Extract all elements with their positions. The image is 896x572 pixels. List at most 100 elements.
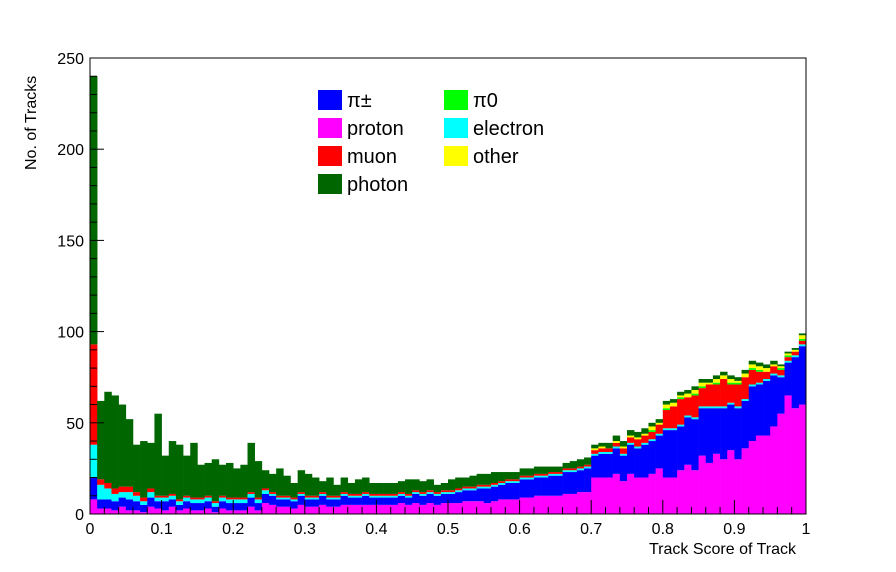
bar-proton-bin-63 bbox=[541, 495, 549, 514]
bar-proton-bin-26 bbox=[276, 506, 284, 514]
bar-muon-bin-86 bbox=[705, 384, 714, 407]
bar-0-bin-97 bbox=[784, 355, 792, 358]
bar-muon-bin-26 bbox=[276, 495, 284, 498]
bar-proton-bin-55 bbox=[483, 503, 492, 514]
x-axis-ticks: 0 0.1 0.2 0.3 0.4 0.5 0.6 0.7 0.8 0.9 1 bbox=[86, 500, 811, 538]
bar-other-bin-81 bbox=[669, 402, 678, 407]
bar-muon-bin-12 bbox=[175, 499, 184, 502]
y-axis-title: No. of Tracks bbox=[23, 76, 40, 170]
x-tick-label: 0 bbox=[86, 521, 95, 538]
legend: π± π0 proton electron muon other photon bbox=[318, 90, 544, 196]
bar-muon-bin-94 bbox=[763, 371, 771, 380]
bar-proton-bin-62 bbox=[533, 495, 542, 514]
bar-electron-bin-54 bbox=[476, 486, 485, 489]
bar--bin-71 bbox=[598, 453, 606, 478]
bar-electron-bin-72 bbox=[605, 451, 613, 454]
bar--bin-95 bbox=[770, 375, 778, 427]
bar-muon-bin-45 bbox=[412, 490, 420, 493]
x-tick-label: 0.7 bbox=[580, 521, 602, 538]
bar-electron-bin-1 bbox=[97, 484, 105, 500]
bar--bin-63 bbox=[541, 477, 549, 496]
bar-muon-bin-32 bbox=[319, 492, 327, 494]
bar--bin-67 bbox=[569, 472, 578, 494]
legend-label: proton bbox=[347, 118, 404, 140]
bar-proton-bin-83 bbox=[684, 464, 692, 514]
bar-electron-bin-50 bbox=[448, 492, 456, 494]
bar-electron-bin-35 bbox=[340, 493, 349, 496]
bar-other-bin-92 bbox=[748, 364, 757, 369]
bar-muon-bin-96 bbox=[777, 369, 785, 376]
x-tick-label: 0.8 bbox=[652, 521, 674, 538]
bar-muon-bin-33 bbox=[326, 495, 334, 498]
bar-muon-bin-46 bbox=[419, 492, 427, 494]
x-tick-label: 0.1 bbox=[150, 521, 172, 538]
bar-electron-bin-60 bbox=[519, 477, 528, 480]
bar-0-bin-85 bbox=[698, 386, 707, 389]
bar-0-bin-93 bbox=[755, 369, 764, 372]
bar-proton-bin-88 bbox=[720, 459, 728, 514]
bar-muon-bin-68 bbox=[576, 466, 585, 469]
bar-muon-bin-11 bbox=[168, 493, 177, 496]
bar-proton-bin-94 bbox=[763, 435, 771, 514]
bar--bin-44 bbox=[405, 497, 413, 505]
bar-photon-bin-48 bbox=[433, 484, 442, 493]
bar-electron-bin-41 bbox=[383, 495, 392, 498]
bar-electron-bin-17 bbox=[211, 503, 220, 507]
bar--bin-48 bbox=[433, 495, 442, 505]
bar-proton-bin-93 bbox=[755, 435, 764, 514]
bar-other-bin-90 bbox=[734, 380, 742, 383]
bar-photon-bin-22 bbox=[247, 442, 255, 493]
bar-muon-bin-76 bbox=[634, 439, 642, 447]
bar-electron-bin-5 bbox=[125, 492, 134, 500]
bar--bin-70 bbox=[591, 455, 599, 478]
bar-electron-bin-87 bbox=[712, 406, 721, 409]
bar-electron-bin-61 bbox=[526, 477, 535, 480]
bar-photon-bin-57 bbox=[498, 472, 506, 482]
bar--bin-75 bbox=[627, 444, 635, 474]
bar--bin-20 bbox=[233, 503, 241, 511]
bar-0-bin-90 bbox=[734, 382, 742, 385]
bar-photon-bin-8 bbox=[147, 442, 155, 489]
bar-electron-bin-46 bbox=[419, 493, 427, 496]
bar--bin-41 bbox=[383, 497, 392, 505]
bar--bin-25 bbox=[269, 495, 277, 505]
bar-proton-bin-4 bbox=[118, 506, 127, 514]
bar-proton-bin-42 bbox=[390, 504, 399, 514]
bar-photon-bin-51 bbox=[455, 477, 463, 489]
bar-electron-bin-24 bbox=[261, 490, 270, 494]
bar-muon-bin-34 bbox=[333, 495, 341, 498]
bar--bin-34 bbox=[333, 499, 341, 507]
bar-proton-bin-99 bbox=[798, 404, 807, 514]
bar-proton-bin-12 bbox=[175, 510, 184, 514]
bar-proton-bin-41 bbox=[383, 504, 392, 514]
bar--bin-39 bbox=[369, 497, 377, 505]
bar-proton-bin-37 bbox=[354, 504, 363, 514]
bar-proton-bin-79 bbox=[655, 468, 664, 514]
bar-other-bin-71 bbox=[598, 446, 606, 449]
bar-muon-bin-57 bbox=[498, 481, 506, 483]
bar-0-bin-80 bbox=[662, 408, 671, 411]
bar-photon-bin-45 bbox=[412, 479, 420, 491]
bar-proton-bin-40 bbox=[376, 504, 384, 514]
bar-proton-bin-38 bbox=[362, 504, 370, 514]
bar-photon-bin-49 bbox=[440, 482, 449, 491]
bar-muon-bin-1 bbox=[97, 479, 105, 485]
bar-muon-bin-59 bbox=[512, 479, 520, 482]
bar--bin-15 bbox=[197, 503, 205, 511]
bar--bin-11 bbox=[168, 499, 177, 507]
bar-photon-bin-44 bbox=[405, 479, 413, 494]
bar--bin-16 bbox=[204, 501, 213, 509]
bar-other-bin-98 bbox=[791, 349, 800, 352]
bar-muon-bin-44 bbox=[405, 493, 413, 496]
legend-label: π± bbox=[347, 90, 372, 112]
bar-proton-bin-1 bbox=[97, 508, 105, 514]
bar-photon-bin-19 bbox=[226, 462, 234, 498]
bar-muon-bin-64 bbox=[548, 472, 556, 474]
bar-other-bin-86 bbox=[705, 382, 714, 385]
bar-0-bin-78 bbox=[648, 430, 656, 432]
bar--bin-33 bbox=[326, 499, 334, 507]
bar-muon-bin-49 bbox=[440, 490, 449, 493]
x-tick-label: 0.5 bbox=[437, 521, 459, 538]
bar-muon-bin-3 bbox=[111, 488, 119, 494]
bar-electron-bin-78 bbox=[648, 439, 656, 442]
